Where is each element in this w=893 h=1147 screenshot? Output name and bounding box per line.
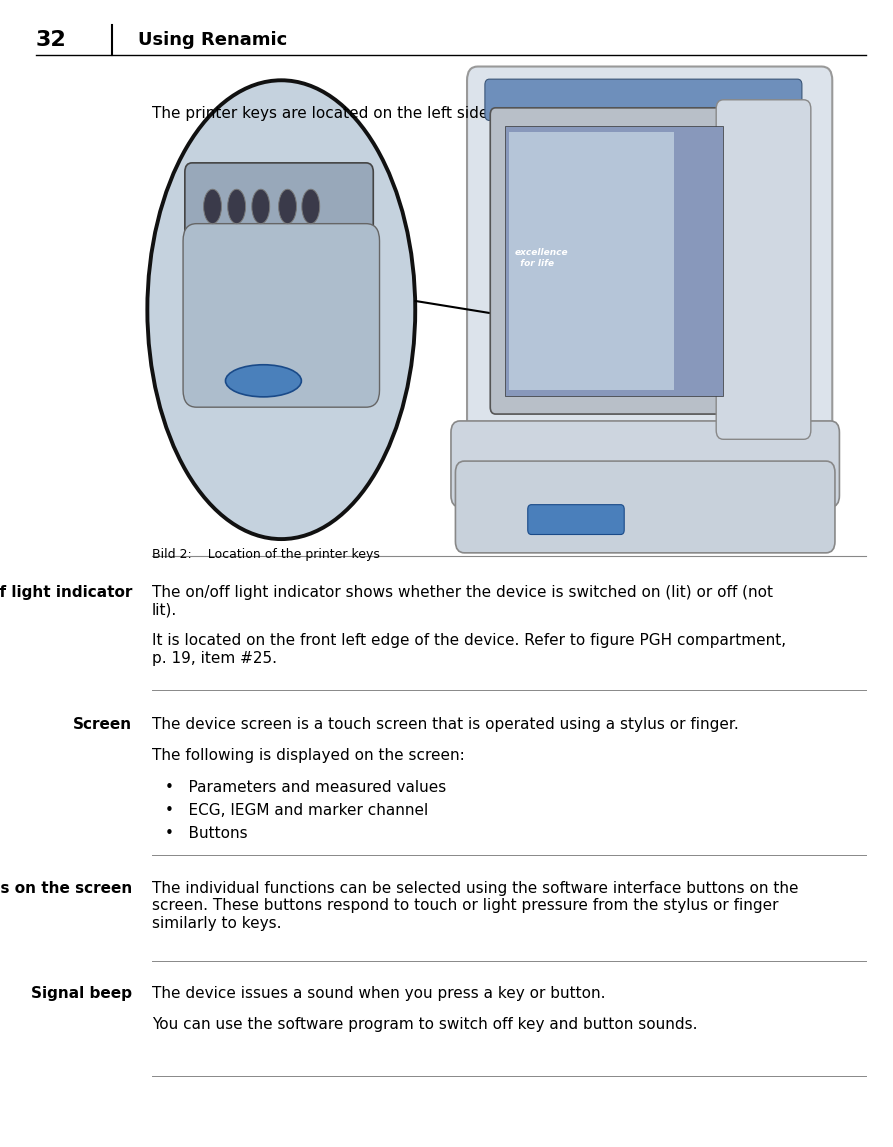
FancyBboxPatch shape [716, 100, 811, 439]
Ellipse shape [279, 189, 296, 224]
Text: You can use the software program to switch off key and button sounds.: You can use the software program to swit… [152, 1017, 697, 1032]
FancyBboxPatch shape [451, 421, 839, 507]
Text: 32: 32 [36, 30, 66, 50]
Text: •   Parameters and measured values: • Parameters and measured values [165, 780, 446, 795]
Text: Buttons on the screen: Buttons on the screen [0, 881, 132, 896]
Text: It is located on the front left edge of the device. Refer to figure PGH compartm: It is located on the front left edge of … [152, 633, 786, 665]
FancyBboxPatch shape [505, 126, 723, 396]
Text: The device issues a sound when you press a key or button.: The device issues a sound when you press… [152, 986, 605, 1001]
Text: Screen: Screen [73, 717, 132, 732]
Text: On/off light indicator: On/off light indicator [0, 585, 132, 600]
Ellipse shape [204, 189, 221, 224]
FancyBboxPatch shape [485, 79, 802, 120]
Text: •   ECG, IEGM and marker channel: • ECG, IEGM and marker channel [165, 803, 429, 818]
Ellipse shape [147, 80, 415, 539]
FancyBboxPatch shape [185, 163, 373, 250]
FancyBboxPatch shape [467, 67, 832, 484]
Text: The printer keys are located on the left side of the PGH compartment lid.: The printer keys are located on the left… [152, 106, 713, 120]
Text: Bild 2:    Location of the printer keys: Bild 2: Location of the printer keys [152, 548, 380, 561]
Ellipse shape [225, 365, 302, 397]
Text: The individual functions can be selected using the software interface buttons on: The individual functions can be selected… [152, 881, 798, 930]
FancyBboxPatch shape [509, 132, 674, 390]
Ellipse shape [252, 189, 270, 224]
Text: Using Renamic: Using Renamic [138, 31, 288, 49]
Text: Signal beep: Signal beep [31, 986, 132, 1001]
Ellipse shape [228, 189, 246, 224]
Text: •   Buttons: • Buttons [165, 826, 248, 841]
FancyBboxPatch shape [183, 224, 380, 407]
Text: The following is displayed on the screen:: The following is displayed on the screen… [152, 748, 464, 763]
FancyBboxPatch shape [490, 108, 738, 414]
Text: The on/off light indicator shows whether the device is switched on (lit) or off : The on/off light indicator shows whether… [152, 585, 772, 617]
Text: excellence
  for life: excellence for life [514, 249, 568, 267]
Ellipse shape [302, 189, 320, 224]
Text: The device screen is a touch screen that is operated using a stylus or finger.: The device screen is a touch screen that… [152, 717, 739, 732]
FancyBboxPatch shape [455, 461, 835, 553]
FancyBboxPatch shape [528, 505, 624, 535]
